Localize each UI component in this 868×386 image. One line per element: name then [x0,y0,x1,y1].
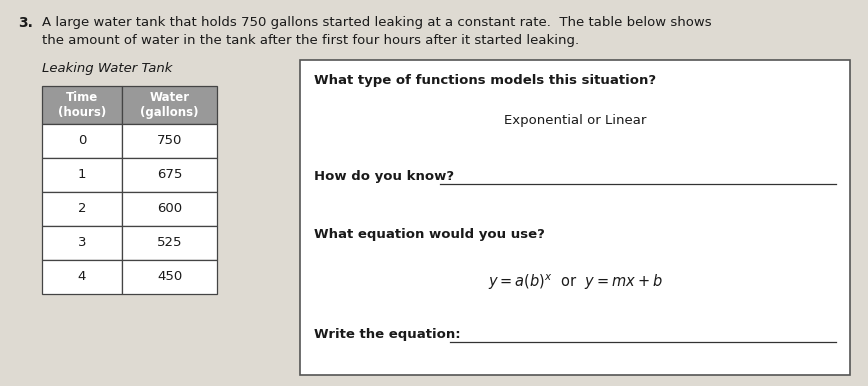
Bar [122,124,217,158]
Text: 450: 450 [157,271,182,283]
Bar [42,260,122,294]
Bar [300,60,850,375]
Text: 600: 600 [157,203,182,215]
Text: What type of functions models this situation?: What type of functions models this situa… [314,74,656,87]
Text: 3: 3 [78,237,86,249]
Text: 525: 525 [157,237,182,249]
Bar [122,192,217,226]
Text: 0: 0 [78,134,86,147]
Bar [122,260,217,294]
Bar [42,226,122,260]
Text: 3.: 3. [18,16,33,30]
Text: A large water tank that holds 750 gallons started leaking at a constant rate.  T: A large water tank that holds 750 gallon… [42,16,712,29]
Text: How do you know?: How do you know? [314,170,454,183]
Text: 2: 2 [78,203,86,215]
Text: Time
(hours): Time (hours) [58,91,106,119]
Bar [122,158,217,192]
Text: 1: 1 [78,169,86,181]
Text: Write the equation:: Write the equation: [314,328,461,341]
Text: Leaking Water Tank: Leaking Water Tank [42,62,173,75]
Bar [122,226,217,260]
Text: 675: 675 [157,169,182,181]
Bar [42,124,122,158]
Text: Water
(gallons): Water (gallons) [141,91,199,119]
Bar [42,192,122,226]
Bar [122,86,217,124]
Text: 4: 4 [78,271,86,283]
Bar [42,86,122,124]
Bar [42,158,122,192]
Text: What equation would you use?: What equation would you use? [314,228,545,241]
Text: 750: 750 [157,134,182,147]
Text: the amount of water in the tank after the first four hours after it started leak: the amount of water in the tank after th… [42,34,579,47]
Text: Exponential or Linear: Exponential or Linear [503,114,646,127]
Text: $y = a(b)^x$  or  $y = mx + b$: $y = a(b)^x$ or $y = mx + b$ [488,272,662,291]
